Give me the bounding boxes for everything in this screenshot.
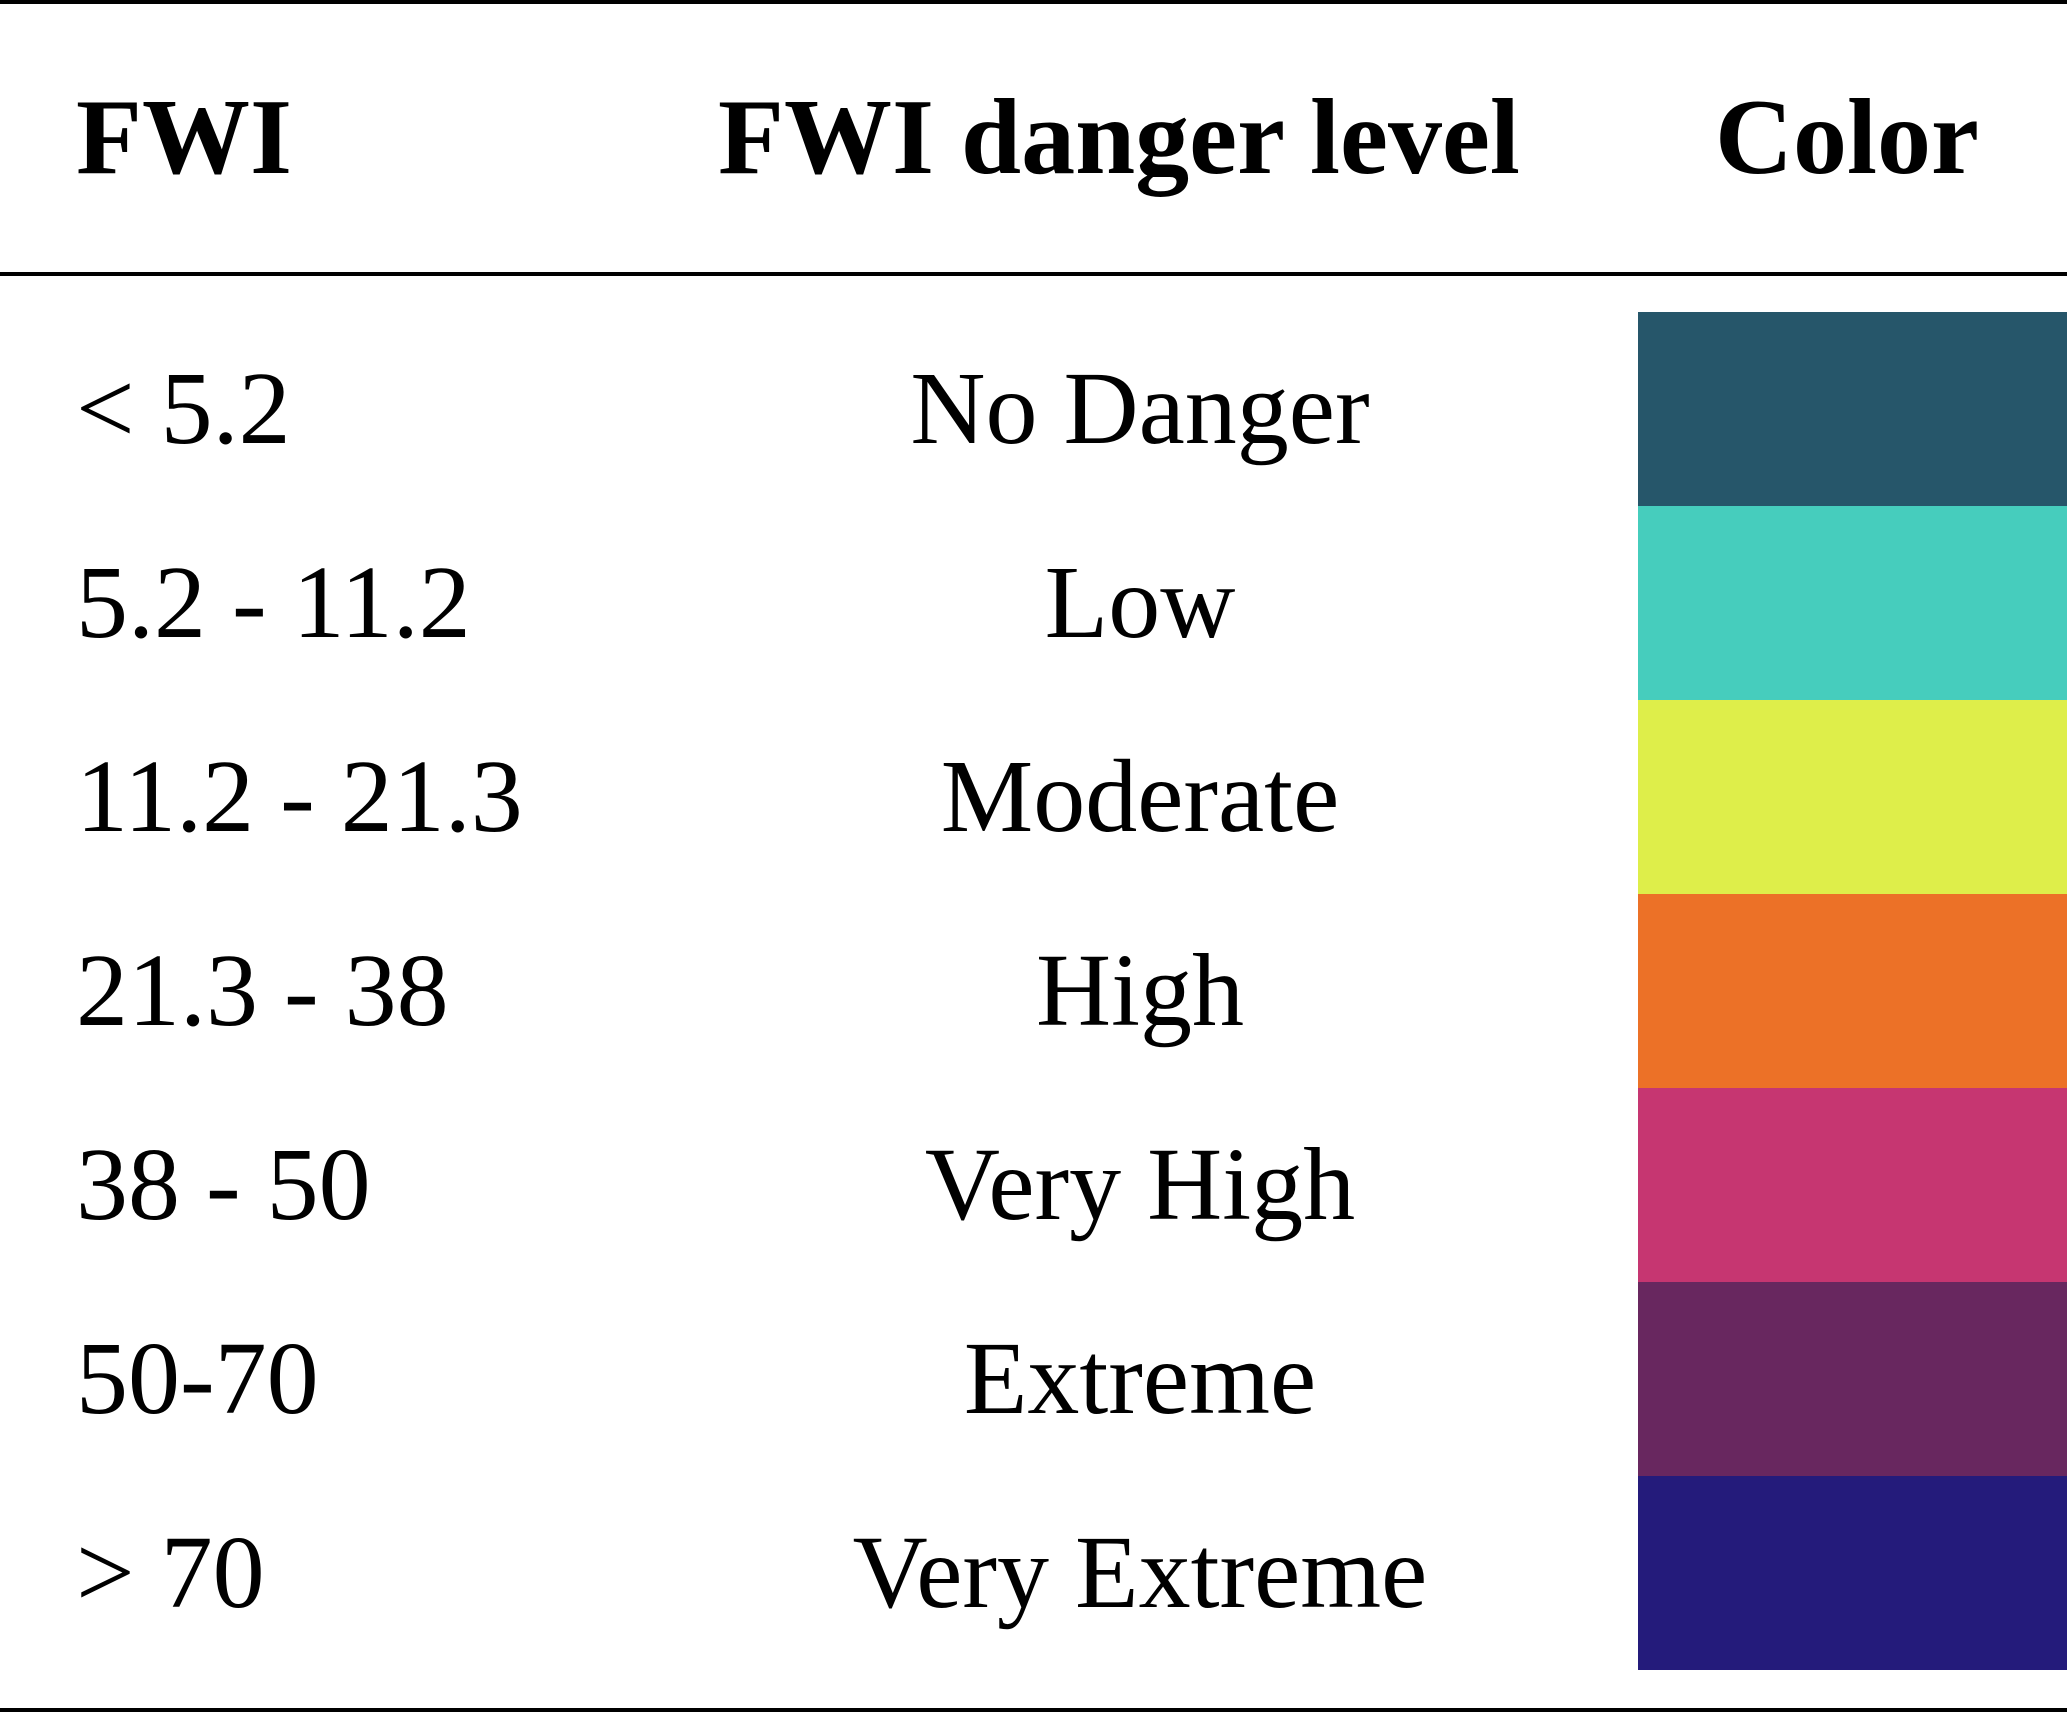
table-row: 5.2 - 11.2 Low xyxy=(0,506,2067,700)
color-swatch xyxy=(1638,894,2067,1088)
fwi-range-cell: 50-70 xyxy=(76,1321,319,1436)
table-header-rule xyxy=(0,272,2067,276)
color-swatch xyxy=(1638,312,2067,506)
danger-level-cell: Very Extreme xyxy=(852,1515,1428,1630)
table-body: < 5.2 No Danger 5.2 - 11.2 Low 11.2 - 21… xyxy=(0,312,2067,1670)
danger-level-cell: Extreme xyxy=(963,1321,1317,1436)
color-swatch xyxy=(1638,1282,2067,1476)
danger-level-cell: High xyxy=(1036,933,1244,1048)
danger-level-cell: Low xyxy=(1044,545,1236,660)
color-swatch xyxy=(1638,1476,2067,1670)
fwi-range-cell: 21.3 - 38 xyxy=(76,933,449,1048)
table-row: > 70 Very Extreme xyxy=(0,1476,2067,1670)
danger-level-cell: Very High xyxy=(924,1127,1356,1242)
table-row: 50-70 Extreme xyxy=(0,1282,2067,1476)
danger-level-cell: No Danger xyxy=(910,351,1370,466)
color-swatch xyxy=(1638,1088,2067,1282)
fwi-range-cell: > 70 xyxy=(76,1515,265,1630)
color-swatch xyxy=(1638,506,2067,700)
table-top-rule xyxy=(0,0,2067,4)
table-row: 11.2 - 21.3 Moderate xyxy=(0,700,2067,894)
fwi-range-cell: 38 - 50 xyxy=(76,1127,371,1242)
table-row: < 5.2 No Danger xyxy=(0,312,2067,506)
header-danger-level: FWI danger level xyxy=(718,78,1520,197)
danger-level-cell: Moderate xyxy=(940,739,1340,854)
fwi-range-cell: 5.2 - 11.2 xyxy=(76,545,471,660)
table-row: 38 - 50 Very High xyxy=(0,1088,2067,1282)
color-swatch xyxy=(1638,700,2067,894)
header-color: Color xyxy=(1715,78,1979,197)
table-row: 21.3 - 38 High xyxy=(0,894,2067,1088)
table-bottom-rule xyxy=(0,1708,2067,1712)
fwi-range-cell: < 5.2 xyxy=(76,351,291,466)
fwi-range-cell: 11.2 - 21.3 xyxy=(76,739,523,854)
header-fwi: FWI xyxy=(76,78,292,197)
